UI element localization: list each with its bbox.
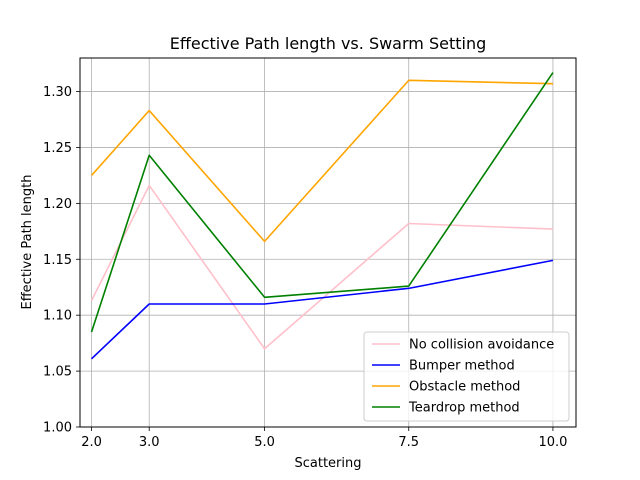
plot-frame bbox=[79, 57, 577, 428]
grid bbox=[80, 58, 576, 428]
series-line-obstacle-method bbox=[90, 79, 553, 243]
y-axis-ticks: 1.00 1.05 1.10 1.15 1.20 1.25 1.30 bbox=[43, 85, 80, 436]
x-tick-label: 5.0 bbox=[254, 435, 275, 450]
x-axis-ticks: 2.0 3.0 5.0 7.5 10.0 bbox=[81, 427, 567, 450]
y-tick-label: 1.15 bbox=[43, 253, 72, 268]
legend-label: Teardrop method bbox=[408, 401, 520, 416]
y-tick-label: 1.30 bbox=[43, 85, 72, 100]
x-tick-label: 7.5 bbox=[398, 435, 419, 450]
series-lines bbox=[90, 72, 554, 360]
x-tick-label: 10.0 bbox=[538, 435, 567, 450]
y-tick-label: 1.25 bbox=[43, 141, 72, 156]
series-line-teardrop-method bbox=[90, 72, 554, 333]
y-tick-label: 1.10 bbox=[43, 309, 72, 324]
y-axis-title: Effective Path length bbox=[20, 175, 35, 310]
series-line-no-collision-avoidance bbox=[90, 184, 553, 350]
y-tick-label: 1.00 bbox=[43, 421, 72, 436]
chart-title: Effective Path length vs. Swarm Setting bbox=[170, 34, 487, 53]
legend-box bbox=[363, 331, 570, 422]
legend-label: Bumper method bbox=[409, 359, 515, 374]
legend-label: Obstacle method bbox=[409, 380, 520, 395]
series-line-bumper-method bbox=[90, 259, 554, 360]
legend: No collision avoidance Bumper method Obsta… bbox=[363, 331, 570, 422]
y-tick-label: 1.20 bbox=[43, 197, 72, 212]
x-axis-title: Scattering bbox=[294, 456, 361, 471]
y-tick-label: 1.05 bbox=[43, 365, 72, 380]
x-tick-label: 3.0 bbox=[139, 435, 160, 450]
legend-label: No collision avoidance bbox=[409, 338, 554, 353]
x-tick-label: 2.0 bbox=[81, 435, 102, 450]
